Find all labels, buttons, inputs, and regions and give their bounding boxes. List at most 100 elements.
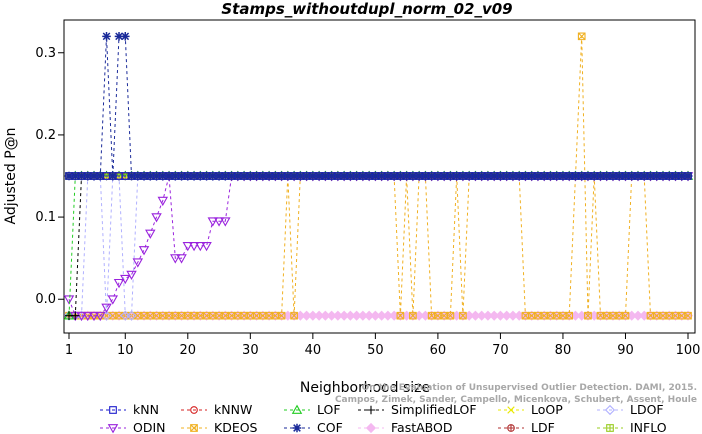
data-point <box>139 171 149 181</box>
y-axis: 0.0 0.1 0.2 0.3 <box>35 46 64 307</box>
data-point <box>83 171 93 181</box>
data-point <box>292 423 302 433</box>
data-point <box>327 171 336 181</box>
y-tick-label: 0.3 <box>35 46 56 61</box>
data-point <box>602 171 612 181</box>
legend-item-ldof: LDOF <box>597 402 664 417</box>
x-tick-label: 50 <box>367 343 384 358</box>
legend-item-ldf: LDF <box>498 420 555 434</box>
data-point <box>627 171 637 181</box>
data-point <box>339 171 349 181</box>
x-axis: 1 10 20 30 40 50 60 70 80 90 100 <box>65 333 700 358</box>
data-point <box>358 171 368 181</box>
data-point <box>77 171 86 181</box>
data-point <box>95 171 105 181</box>
data-point <box>176 254 187 264</box>
y-axis-label: Adjusted P@n <box>3 127 19 224</box>
data-point <box>521 171 530 181</box>
data-point <box>366 405 376 415</box>
data-point <box>289 171 299 181</box>
y-tick-label: 0.1 <box>35 210 56 225</box>
data-point <box>138 246 150 256</box>
data-point <box>614 171 624 181</box>
legend-label: KDEOS <box>214 420 258 434</box>
legend-item-cof: COF <box>284 420 343 434</box>
data-point <box>126 270 137 281</box>
data-point <box>364 171 374 181</box>
data-point <box>109 406 117 414</box>
data-point <box>333 171 343 181</box>
plot-frame <box>63 19 696 334</box>
data-point <box>489 171 499 181</box>
data-point <box>446 171 455 181</box>
x-tick-label: 80 <box>555 343 572 358</box>
data-point <box>246 171 255 181</box>
data-point <box>70 311 80 320</box>
data-point <box>483 171 493 181</box>
data-point <box>82 311 94 322</box>
data-point <box>527 171 536 181</box>
data-point <box>157 196 169 207</box>
data-point <box>389 171 399 181</box>
data-point <box>89 171 99 181</box>
data-point <box>396 171 405 181</box>
x-tick-label: 1 <box>65 343 73 358</box>
data-point <box>583 171 593 181</box>
data-point <box>671 171 680 181</box>
data-point <box>108 171 118 181</box>
data-point <box>264 171 274 181</box>
data-point <box>427 171 436 181</box>
legend-item-simplifiedlof: SimplifiedLOF <box>358 402 477 417</box>
data-point <box>365 422 377 434</box>
data-point <box>114 32 124 41</box>
data-point <box>207 217 219 227</box>
data-point <box>414 171 424 181</box>
data-point <box>202 171 211 181</box>
data-point <box>190 406 198 414</box>
data-point <box>584 311 592 320</box>
data-point <box>291 404 303 414</box>
data-point <box>188 241 200 252</box>
data-point <box>496 171 505 181</box>
data-point <box>589 171 599 181</box>
legend-label: LDOF <box>630 402 664 417</box>
series-lof <box>63 170 694 320</box>
x-tick-label: 20 <box>180 343 197 358</box>
data-point <box>208 171 218 181</box>
data-point <box>164 171 174 181</box>
x-tick-label: 40 <box>305 343 322 358</box>
data-point <box>633 171 643 181</box>
legend-label: LDF <box>531 420 555 434</box>
x-tick-label: 90 <box>617 343 634 358</box>
data-point <box>195 241 206 252</box>
legend-label: FastABOD <box>391 420 453 434</box>
data-point <box>271 171 280 181</box>
data-point <box>621 171 630 181</box>
data-point <box>277 171 286 181</box>
citation-line-2: On the Evaluation of Unsupervised Outlie… <box>362 383 697 393</box>
data-point <box>452 171 461 181</box>
series-line <box>69 35 688 177</box>
x-tick-label: 70 <box>492 343 509 358</box>
data-point <box>64 171 74 181</box>
chart-title: Stamps_withoutdupl_norm_02_v09 <box>221 0 512 18</box>
data-point <box>446 311 455 320</box>
data-point <box>604 404 616 416</box>
data-point <box>133 171 143 181</box>
data-point <box>565 311 574 320</box>
legend-label: LoOP <box>531 402 563 417</box>
data-point <box>464 171 474 181</box>
data-point <box>577 171 587 181</box>
data-point <box>70 171 80 181</box>
data-point <box>683 171 693 181</box>
data-point <box>439 171 449 181</box>
y-tick-label: 0.0 <box>35 292 56 307</box>
data-point <box>507 406 515 414</box>
data-point <box>120 32 130 41</box>
data-point <box>539 171 549 181</box>
data-point <box>664 171 674 181</box>
data-point <box>458 171 468 181</box>
data-point <box>346 171 355 181</box>
data-point <box>608 171 618 181</box>
